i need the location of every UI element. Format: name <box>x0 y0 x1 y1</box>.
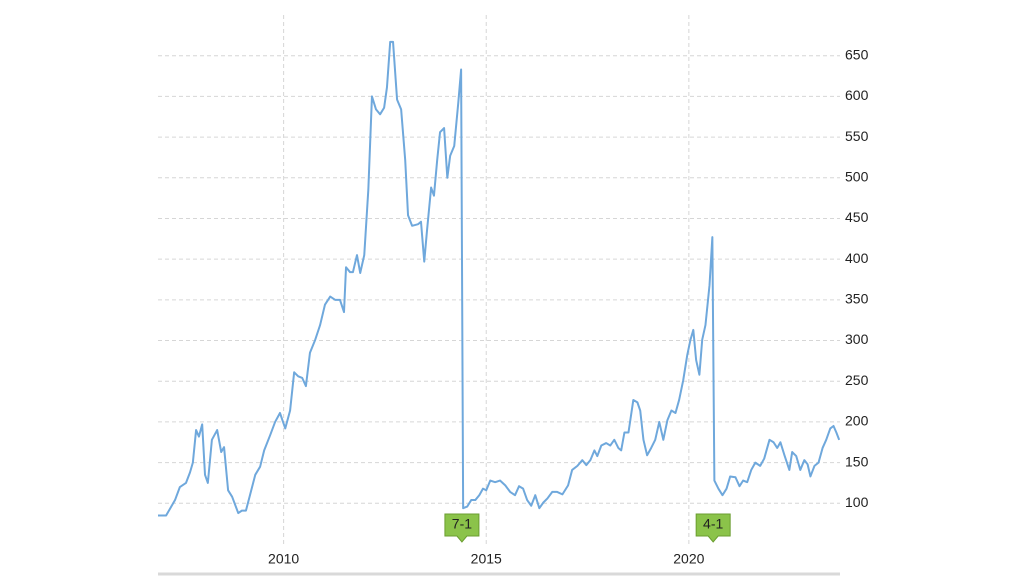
split-flag: 4-1 <box>695 513 731 543</box>
x-tick-label: 2020 <box>673 551 704 567</box>
price-line <box>158 40 841 517</box>
y-tick-label: 500 <box>845 168 869 184</box>
y-tick-label: 450 <box>845 209 869 225</box>
y-tick-label: 200 <box>845 413 869 429</box>
y-tick-label: 400 <box>845 250 869 266</box>
split-flag: 7-1 <box>444 513 480 543</box>
flag-label: 7-1 <box>452 516 472 532</box>
flag-shape <box>695 513 731 543</box>
y-tick-label: 300 <box>845 331 869 347</box>
x-tick-label: 2015 <box>471 551 502 567</box>
x-tick-label: 2010 <box>268 551 299 567</box>
flag-label: 4-1 <box>703 516 723 532</box>
y-tick-label: 650 <box>845 46 869 62</box>
y-tick-label: 350 <box>845 291 869 307</box>
y-tick-label: 150 <box>845 453 869 469</box>
y-tick-label: 600 <box>845 87 869 103</box>
y-tick-label: 550 <box>845 128 869 144</box>
y-tick-label: 100 <box>845 494 869 510</box>
flag-shape <box>444 513 480 543</box>
y-tick-label: 250 <box>845 372 869 388</box>
